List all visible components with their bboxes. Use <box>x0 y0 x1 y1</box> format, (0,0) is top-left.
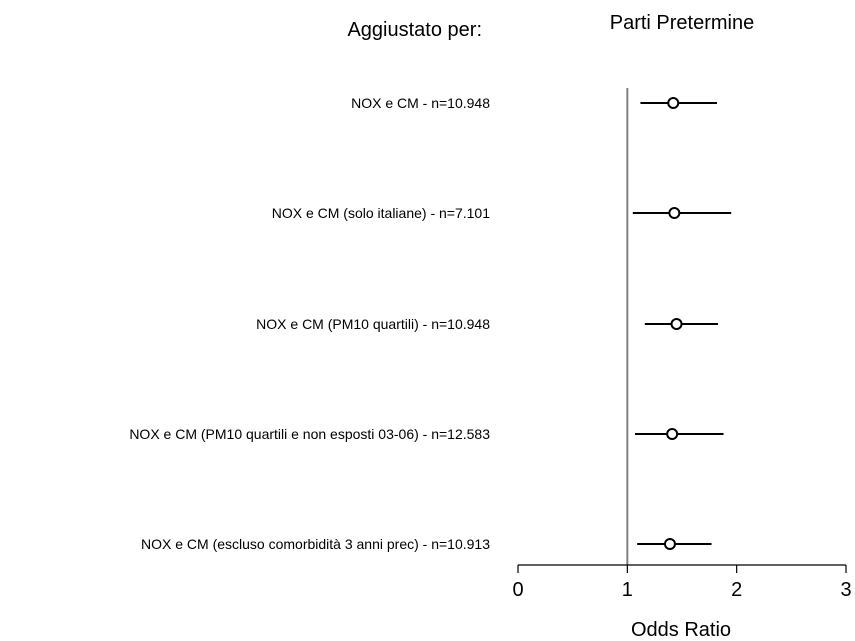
row-label: NOX e CM (escluso comorbidità 3 anni pre… <box>141 536 490 552</box>
row-label: NOX e CM - n=10.948 <box>351 95 490 111</box>
row-labels: NOX e CM - n=10.948 NOX e CM (solo italia… <box>129 95 490 552</box>
point-estimate <box>663 538 676 550</box>
row-label: NOX e CM (solo italiane) - n=7.101 <box>272 205 490 221</box>
chart-title: Parti Pretermine <box>610 12 755 34</box>
x-tick-label: 1 <box>622 579 633 601</box>
x-tick-label: 3 <box>840 579 851 601</box>
point-estimate <box>666 428 679 440</box>
point-estimate <box>668 207 681 219</box>
row-label: NOX e CM (PM10 quartili e non esposti 03… <box>129 426 490 442</box>
row-label: NOX e CM (PM10 quartili) - n=10.948 <box>256 316 490 332</box>
left-heading: Aggiustato per: <box>347 19 482 41</box>
x-axis: 0 1 2 3 <box>512 564 852 601</box>
point-estimate <box>667 97 680 109</box>
x-axis-label: Odds Ratio <box>631 619 731 641</box>
confidence-intervals <box>632 97 732 550</box>
point-estimate <box>670 318 683 330</box>
x-tick-label: 0 <box>512 579 523 601</box>
x-tick-label: 2 <box>731 579 742 601</box>
